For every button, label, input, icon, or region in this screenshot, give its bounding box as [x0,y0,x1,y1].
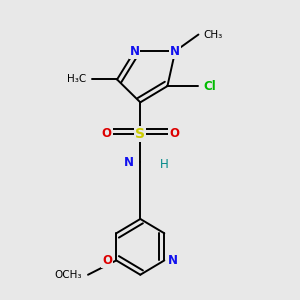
Text: N: N [130,45,140,58]
Text: O: O [102,127,112,140]
Text: N: N [167,254,177,267]
Text: CH₃: CH₃ [203,29,223,40]
Text: OCH₃: OCH₃ [55,270,82,280]
Text: Cl: Cl [203,80,216,93]
Text: N: N [124,156,134,169]
Text: H: H [160,158,168,171]
Text: H₃C: H₃C [67,74,86,85]
Text: O: O [102,254,112,267]
Text: O: O [169,127,179,140]
Text: S: S [135,127,145,141]
Text: N: N [170,45,180,58]
